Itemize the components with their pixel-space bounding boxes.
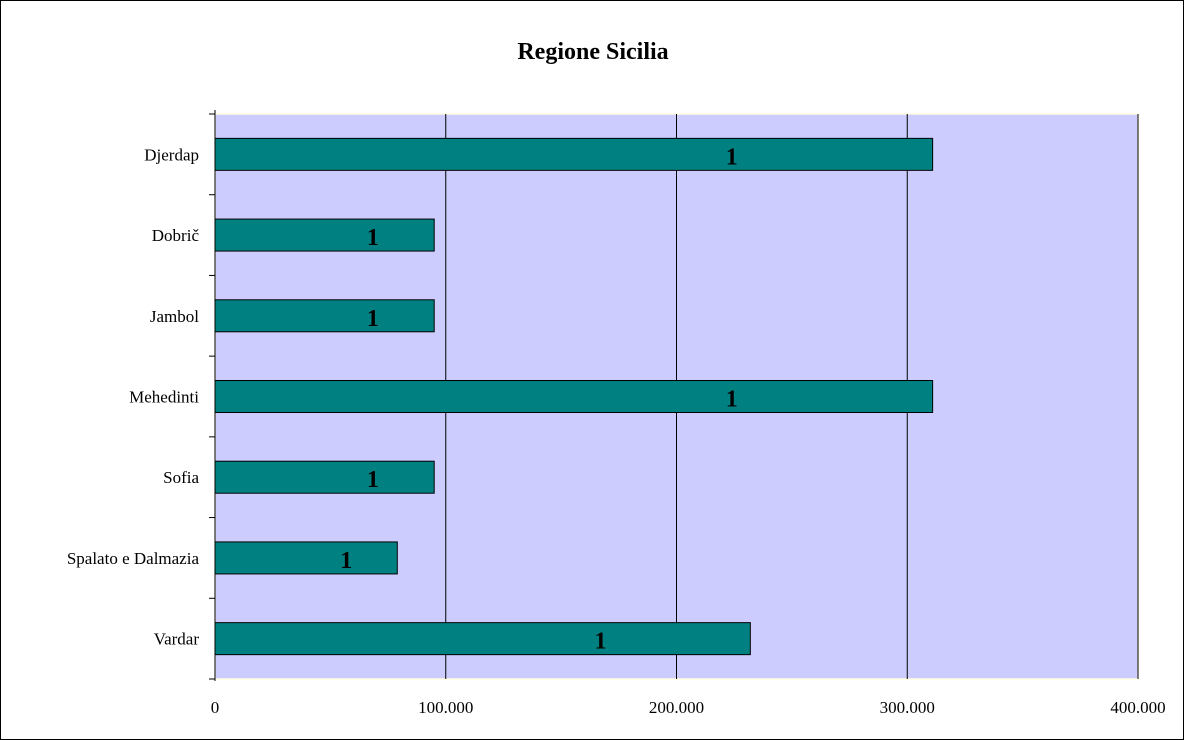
bar-0 xyxy=(214,137,934,171)
category-label: Vardar xyxy=(154,630,200,649)
category-label: Jambol xyxy=(150,307,199,326)
x-tick-label: 0 xyxy=(211,698,220,717)
category-label: Djerdap xyxy=(144,145,199,164)
data-label: 1 xyxy=(367,306,379,332)
data-label: 1 xyxy=(367,467,379,493)
data-label: 1 xyxy=(340,548,352,574)
bar-3 xyxy=(214,380,934,413)
category-label: Spalato e Dalmazia xyxy=(67,549,200,568)
bar-1 xyxy=(214,218,435,252)
bar-5 xyxy=(214,541,398,575)
category-label: Mehedinti xyxy=(129,388,199,407)
data-label: 1 xyxy=(367,225,379,251)
data-label: 1 xyxy=(726,387,738,413)
category-label: Sofia xyxy=(163,468,199,487)
data-label: 1 xyxy=(594,629,606,655)
x-tick-label: 400.000 xyxy=(1110,698,1165,717)
x-tick-label: 200.000 xyxy=(649,698,704,717)
category-label: Dobrič xyxy=(152,226,200,245)
x-tick-label: 100.000 xyxy=(418,698,473,717)
bar-6 xyxy=(214,622,751,656)
chart-title: Regione Sicilia xyxy=(517,39,669,65)
data-label: 1 xyxy=(726,144,738,170)
bar-4 xyxy=(214,460,435,494)
bar-2 xyxy=(214,299,435,333)
x-tick-label: 300.000 xyxy=(880,698,935,717)
